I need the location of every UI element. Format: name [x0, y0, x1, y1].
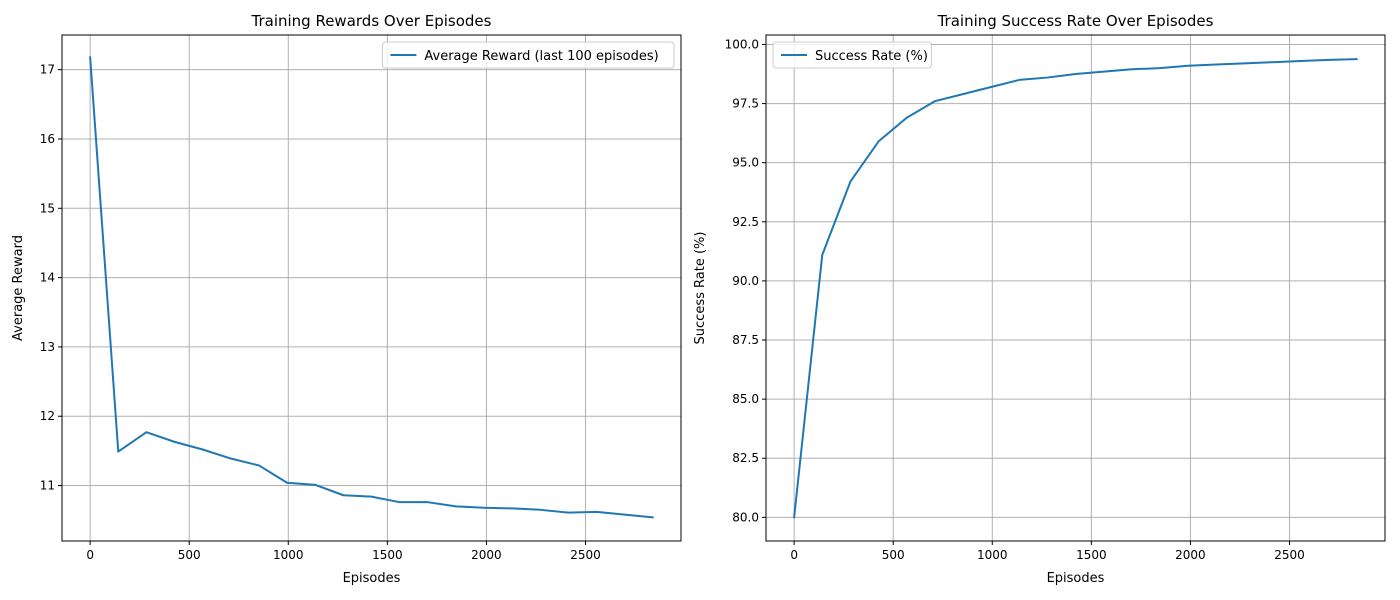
- data-point: [201, 448, 204, 451]
- y-tick-label: 92.5: [732, 215, 759, 229]
- y-tick-label: 97.5: [732, 97, 759, 111]
- data-point: [793, 516, 795, 519]
- chart-title: Training Success Rate Over Episodes: [937, 12, 1214, 30]
- data-point: [567, 511, 570, 514]
- data-point: [1215, 63, 1217, 66]
- data-point: [821, 254, 824, 256]
- x-tick-label: 2500: [570, 548, 601, 562]
- series-line: [793, 58, 1358, 519]
- data-point: [539, 509, 542, 511]
- data-point: [1074, 73, 1077, 75]
- y-tick-label: 13: [40, 340, 55, 354]
- data-point: [314, 484, 317, 486]
- y-tick-label: 87.5: [732, 333, 759, 347]
- data-point: [117, 450, 120, 453]
- y-axis-label: Average Reward: [11, 235, 26, 341]
- data-point: [849, 180, 852, 183]
- data-point: [370, 495, 373, 498]
- axes-frame: [765, 34, 1386, 542]
- x-tick-label: 2000: [1175, 548, 1206, 562]
- data-point: [1159, 67, 1161, 69]
- data-point: [1271, 61, 1274, 63]
- y-axis-label: Success Rate (%): [693, 232, 708, 345]
- data-point: [145, 431, 148, 433]
- data-point: [511, 507, 513, 510]
- x-tick-label: 500: [882, 548, 905, 562]
- data-point: [877, 140, 880, 143]
- x-tick-label: 0: [86, 548, 94, 562]
- x-tick-label: 1000: [977, 548, 1008, 562]
- x-tick-label: 500: [178, 548, 201, 562]
- chart-title: Training Rewards Over Episodes: [251, 12, 492, 30]
- data-point: [230, 457, 232, 460]
- data-point: [990, 86, 992, 88]
- data-point: [595, 511, 598, 513]
- legend-box: [381, 41, 675, 69]
- data-point: [1327, 59, 1330, 61]
- success-rate-chart: 0 500 1000 1500 2000 2500 80.0 82.5 85.0 87.5 90.0…: [693, 12, 1386, 586]
- data-point: [342, 494, 345, 497]
- legend-box: [772, 41, 932, 69]
- rewards-chart: 0 500 1000 1500 2000 2500 11 12 13 14 15 16 17 Traini…: [11, 12, 682, 586]
- legend-label: Average Reward (last 100 episodes): [424, 49, 658, 64]
- y-tick-label: 14: [40, 271, 55, 285]
- data-point: [258, 464, 260, 467]
- data-point: [652, 516, 654, 519]
- data-point: [173, 441, 176, 443]
- x-tick-label: 1000: [273, 548, 304, 562]
- x-tick-label: 2000: [471, 548, 502, 562]
- x-axis-label: Episodes: [1047, 571, 1105, 586]
- x-axis-label: Episodes: [343, 571, 401, 586]
- data-point: [426, 501, 429, 503]
- data-point: [1018, 79, 1021, 81]
- y-tick-label: 85.0: [732, 392, 759, 406]
- data-point: [1130, 68, 1133, 71]
- data-point: [1046, 76, 1049, 79]
- x-tick-label: 0: [790, 548, 798, 562]
- data-point: [1356, 58, 1358, 60]
- data-point: [398, 501, 401, 503]
- data-point: [1102, 70, 1105, 73]
- data-point: [623, 513, 626, 516]
- data-point: [1187, 64, 1189, 67]
- axes-frame: [61, 34, 682, 542]
- y-tick-label: 95.0: [732, 156, 759, 170]
- y-tick-label: 16: [40, 132, 55, 146]
- y-tick-label: 12: [40, 409, 55, 423]
- y-tick-label: 82.5: [732, 451, 759, 465]
- y-tick-label: 100.0: [725, 37, 759, 51]
- y-tick-label: 17: [40, 63, 55, 77]
- data-point: [286, 481, 288, 484]
- y-tick-label: 11: [40, 479, 55, 493]
- data-point: [905, 116, 908, 119]
- legend: Success Rate (%): [772, 41, 932, 69]
- data-point: [962, 93, 964, 95]
- x-tick-label: 1500: [372, 548, 403, 562]
- y-tick-label: 80.0: [732, 510, 759, 524]
- data-point: [455, 505, 457, 508]
- x-tick-label: 2500: [1274, 548, 1305, 562]
- data-point: [1243, 62, 1246, 65]
- series-line: [89, 56, 654, 519]
- data-point: [1299, 60, 1302, 62]
- legend-label: Success Rate (%): [815, 49, 928, 64]
- y-tick-label: 90.0: [732, 274, 759, 288]
- y-tick-label: 15: [40, 201, 55, 215]
- x-tick-label: 1500: [1076, 548, 1107, 562]
- legend: Average Reward (last 100 episodes): [381, 41, 675, 69]
- data-point: [934, 100, 936, 103]
- data-point: [89, 56, 91, 58]
- data-point: [483, 506, 485, 509]
